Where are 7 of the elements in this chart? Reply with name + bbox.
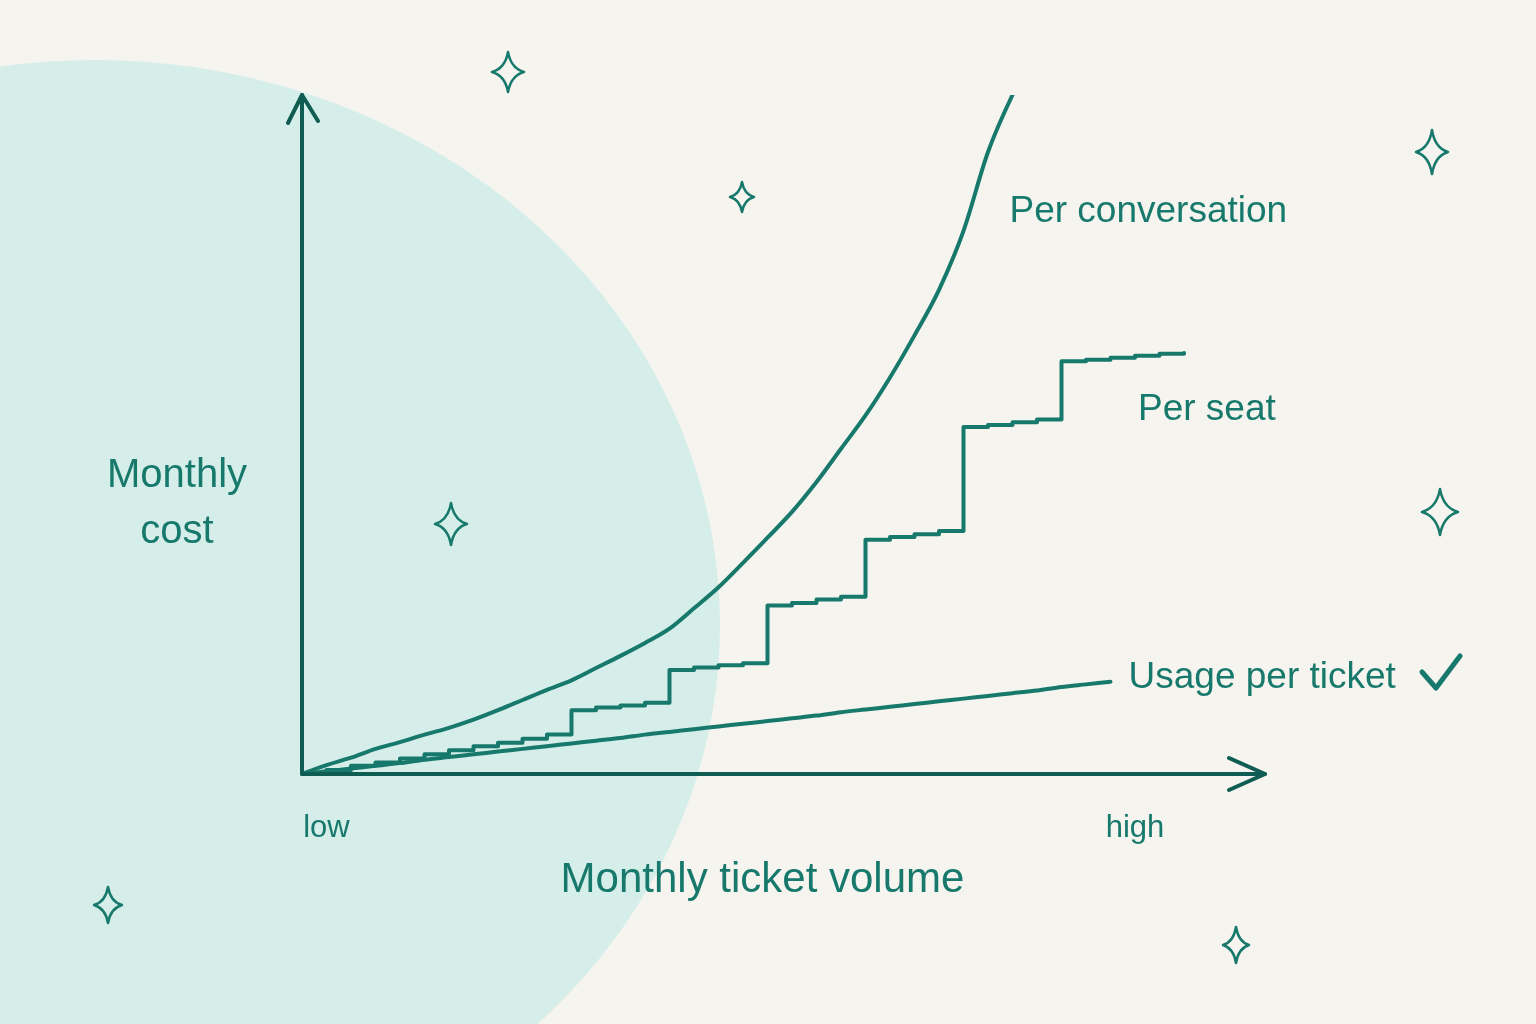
x-tick-label: low (303, 809, 351, 844)
series-label: Per conversation (1009, 188, 1288, 230)
x-tick-label: high (1105, 809, 1165, 844)
x-axis-title: Monthly ticket volume (560, 854, 965, 901)
legend-label: Usage per ticket (1128, 655, 1397, 697)
y-axis-title: Monthly cost (106, 451, 248, 551)
series-label: Per seat (1138, 386, 1277, 428)
